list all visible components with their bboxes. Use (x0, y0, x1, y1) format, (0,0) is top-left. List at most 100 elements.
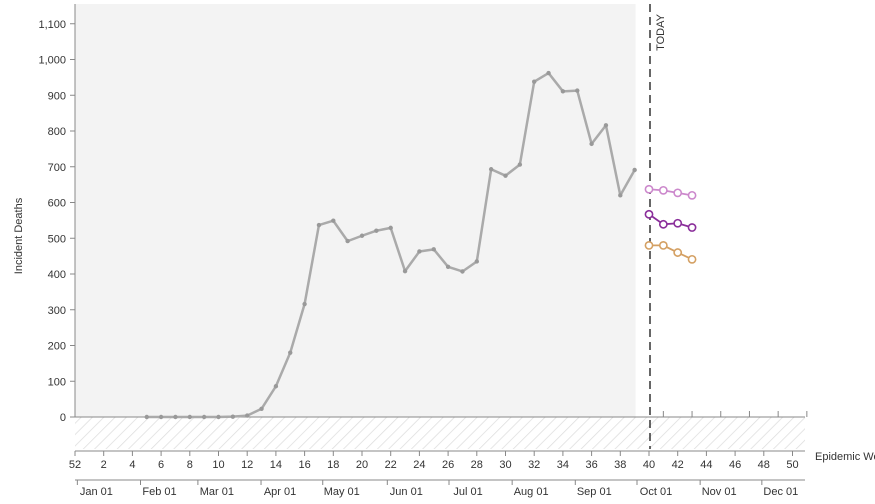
week-tick-label: 50 (786, 459, 798, 471)
week-tick-label: 8 (187, 459, 193, 471)
observed-point (546, 70, 551, 76)
forecast-point (687, 190, 697, 200)
y-tick-label: 0 (60, 412, 66, 424)
observed-point (431, 247, 436, 252)
week-tick-label: 36 (585, 459, 597, 471)
week-tick-label: 42 (672, 459, 684, 471)
observed-point (187, 414, 192, 420)
today-label: TODAY (655, 13, 667, 51)
observed-point (359, 233, 365, 238)
month-tick-label: Sep 01 (577, 486, 612, 498)
month-tick-label: Aug 01 (514, 486, 549, 498)
y-tick-label: 800 (48, 126, 66, 138)
observed-point (173, 414, 178, 420)
week-tick-label: 4 (129, 459, 135, 471)
observed-point (331, 218, 336, 223)
week-tick-label: 28 (471, 459, 483, 471)
observed-point (259, 406, 264, 411)
observed-point (618, 193, 623, 198)
y-tick-label: 1,100 (38, 19, 66, 31)
observed-point (302, 301, 307, 307)
y-tick-label: 400 (48, 269, 66, 281)
forecast-point (644, 184, 654, 194)
observed-point (474, 259, 479, 264)
week-tick-label: 26 (442, 459, 454, 471)
observed-point (532, 79, 537, 84)
observed-point (288, 350, 293, 355)
week-tick-label: 30 (499, 459, 511, 471)
week-tick-label: 22 (385, 459, 397, 471)
y-tick-label: 100 (48, 376, 66, 388)
observed-point (517, 162, 523, 167)
month-tick-label: Mar 01 (200, 486, 234, 498)
y-tick-label: 700 (48, 162, 66, 174)
y-tick-label: 200 (48, 341, 66, 353)
forecast-point (687, 223, 697, 232)
forecast-point (658, 219, 668, 229)
week-tick-label: 48 (758, 459, 770, 471)
week-tick-label: 10 (212, 459, 224, 471)
observed-point (245, 413, 250, 418)
y-tick-label: 500 (48, 233, 66, 245)
week-tick-label: 12 (241, 459, 253, 471)
observed-point (417, 249, 422, 254)
observed-point (345, 238, 350, 244)
observed-point (216, 414, 221, 420)
observed-point (201, 414, 207, 420)
week-tick-label: 16 (298, 459, 310, 471)
forecast-point (644, 240, 654, 250)
month-tick-label: Apr 01 (264, 486, 296, 498)
week-tick-label: 44 (700, 459, 712, 471)
week-tick-label: 14 (270, 459, 282, 471)
week-tick-label: 18 (327, 459, 339, 471)
month-tick-label: Oct 01 (640, 486, 672, 498)
observed-point (144, 414, 149, 420)
week-tick-label: 20 (356, 459, 368, 471)
forecast-point (687, 254, 697, 264)
month-tick-label: Jul 01 (453, 486, 482, 498)
observed-point (603, 123, 609, 128)
week-tick-label: 24 (413, 459, 425, 471)
y-tick-label: 900 (48, 90, 66, 102)
month-tick-label: Jun 01 (390, 486, 423, 498)
week-tick-label: 40 (643, 459, 655, 471)
forecast-point (658, 185, 668, 195)
month-tick-label: May 01 (324, 486, 360, 498)
forecast-point (673, 218, 683, 228)
observed-point (445, 264, 451, 270)
plot-area: 0 100 200 300 400 500 600 700 800 900 1,000 1,100 52… (38, 4, 808, 498)
negative-band (75, 417, 805, 449)
forecast-line (648, 213, 693, 229)
observed-point (632, 167, 637, 173)
forecast-line (649, 244, 693, 261)
observed-point (402, 268, 408, 274)
week-tick-label: 34 (557, 459, 569, 471)
observed-point (589, 141, 594, 147)
x-axis-label-text: Epidemic Week (815, 451, 875, 463)
observed-point (560, 89, 566, 94)
forecast-line (648, 188, 693, 197)
y-tick-label: 600 (48, 198, 66, 210)
y-tick-label: 300 (48, 305, 66, 317)
week-tick-label: 38 (614, 459, 626, 471)
week-tick-label: 6 (158, 459, 164, 471)
observed-point (316, 222, 322, 228)
observed-point (388, 225, 393, 231)
week-tick-label: 52 (69, 459, 81, 471)
y-tick-label: 1,000 (38, 55, 66, 67)
forecast-point (673, 188, 683, 198)
observed-point (230, 414, 236, 419)
observed-point (488, 167, 494, 172)
observed-point (503, 173, 508, 178)
y-axis-label: Incident Deaths (13, 197, 25, 274)
forecast-point (658, 240, 668, 250)
month-tick-label: Nov 01 (702, 486, 737, 498)
observed-point (158, 414, 164, 420)
observed-region (75, 4, 636, 417)
forecast-point (644, 209, 654, 219)
observed-point (575, 88, 580, 93)
month-tick-label: Dec 01 (763, 486, 798, 498)
x-axis-label: Epidemic Week (815, 451, 875, 463)
month-tick-label: Jan 01 (80, 486, 113, 498)
